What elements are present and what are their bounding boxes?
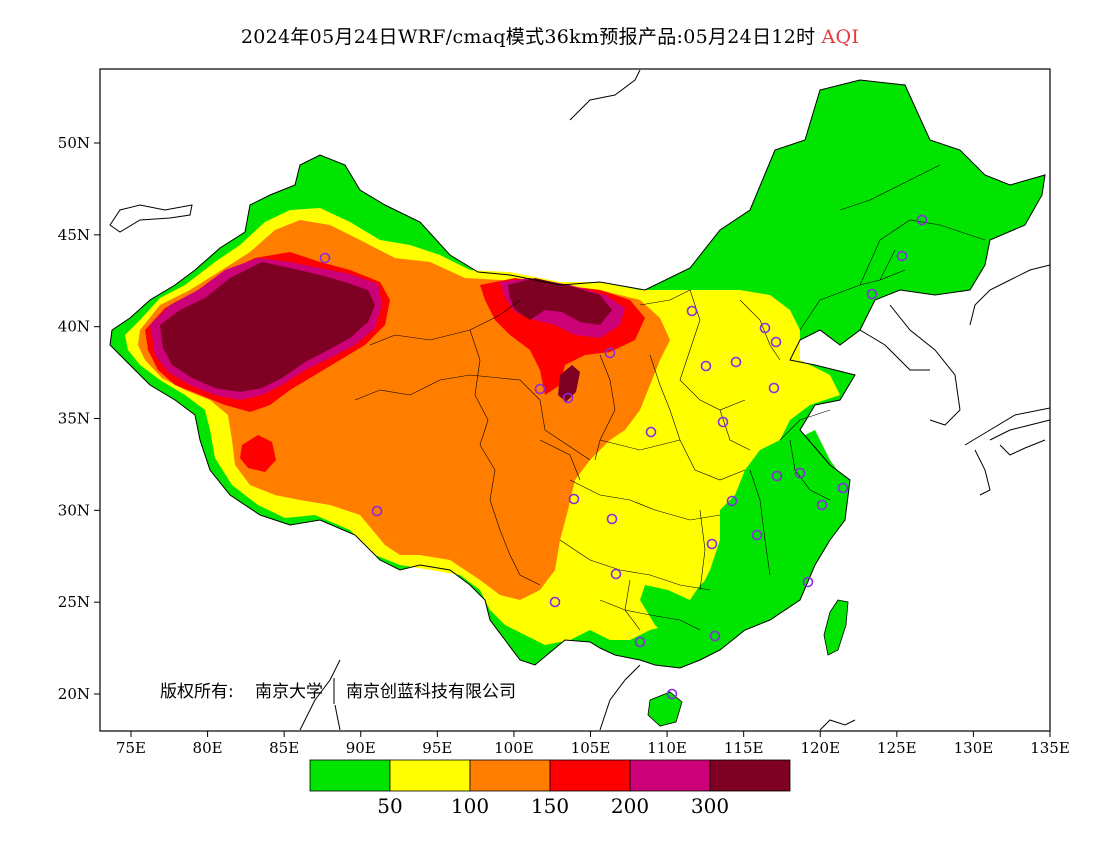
neighbour-outlines — [109, 69, 1050, 731]
x-tick-label: 95E — [422, 739, 452, 757]
y-tick-label: 40N — [58, 318, 90, 336]
x-tick-label: 85E — [269, 739, 299, 757]
legend-threshold-label: 100 — [451, 794, 489, 818]
hainan-island — [647, 691, 683, 727]
y-tick-label: 35N — [58, 410, 90, 428]
x-tick-label: 125E — [877, 739, 917, 757]
x-tick-label: 130E — [954, 739, 994, 757]
x-axis: 75E 80E 85E 90E 95E 100E 105E 110E 115E 120E 125E 1… — [116, 731, 1070, 757]
copyright-org-nju: 南京大学 — [255, 682, 323, 702]
x-tick-label: 115E — [724, 739, 764, 757]
y-tick-label: 25N — [58, 593, 90, 611]
y-axis: 50N 45N 40N 35N 30N 25N 20N — [58, 134, 100, 703]
title-variable: AQI — [821, 26, 860, 48]
china-border — [109, 79, 1046, 669]
copyright-org-company: 南京创蓝科技有限公司 — [346, 682, 516, 702]
x-tick-label: 135E — [1030, 739, 1070, 757]
aqi-zone-maroon — [160, 262, 375, 392]
aqi-zone-maroon-2 — [508, 278, 612, 325]
legend-swatch — [549, 759, 631, 792]
legend-threshold-label: 50 — [377, 794, 402, 818]
taiwan-island — [823, 599, 849, 656]
legend-threshold-label: 200 — [611, 794, 649, 818]
x-tick-label: 120E — [800, 739, 840, 757]
x-tick-label: 80E — [193, 739, 223, 757]
province-boundaries — [354, 164, 986, 631]
map-canvas: 版权所有: 南京大学 南京创蓝科技有限公司 — [109, 69, 1050, 731]
copyright-label: 版权所有: — [160, 682, 234, 702]
map-frame — [99, 68, 1051, 732]
legend-swatch — [629, 759, 711, 792]
legend-threshold-label: 300 — [691, 794, 729, 818]
x-tick-label: 75E — [116, 739, 146, 757]
aqi-zone-maroon-3 — [558, 365, 580, 402]
legend-swatch — [389, 759, 471, 792]
y-tick-label: 30N — [58, 501, 90, 519]
legend-threshold-label: 150 — [531, 794, 569, 818]
aqi-legend: 50 100 150 200 300 — [309, 759, 791, 818]
y-tick-label: 20N — [58, 685, 90, 703]
y-tick-label: 50N — [58, 134, 90, 152]
x-tick-label: 110E — [647, 739, 687, 757]
map-title: 2024年05月24日WRF/cmaq模式36km预报产品:05月24日12时 A… — [0, 22, 1100, 49]
legend-swatch — [309, 759, 391, 792]
aqi-zone-red-3 — [240, 435, 276, 472]
title-text: 2024年05月24日WRF/cmaq模式36km预报产品:05月24日12时 — [240, 26, 816, 48]
green-patch-east — [640, 430, 848, 655]
y-tick-label: 45N — [58, 226, 90, 244]
x-tick-label: 105E — [571, 739, 611, 757]
city-markers — [319, 214, 928, 700]
x-tick-label: 90E — [346, 739, 376, 757]
x-tick-label: 100E — [494, 739, 534, 757]
legend-swatch — [709, 759, 791, 792]
legend-swatch — [469, 759, 551, 792]
